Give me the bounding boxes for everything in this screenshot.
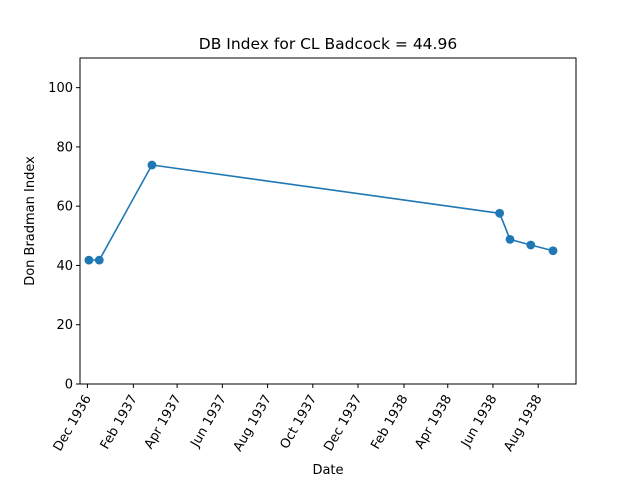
data-point bbox=[84, 255, 94, 265]
series-layer bbox=[84, 160, 558, 265]
chart-title: DB Index for CL Badcock = 44.96 bbox=[199, 35, 457, 53]
data-point bbox=[495, 208, 505, 218]
data-point bbox=[505, 234, 515, 244]
x-axis-label: Date bbox=[312, 463, 343, 478]
data-point bbox=[147, 160, 157, 170]
y-tick-label: 80 bbox=[56, 140, 73, 155]
plot-area-frame bbox=[79, 57, 577, 385]
y-axis-ticks: 0 20 40 60 80 100 bbox=[48, 81, 80, 393]
data-point bbox=[526, 240, 536, 250]
y-tick-label: 0 bbox=[65, 378, 73, 393]
y-tick-label: 100 bbox=[48, 81, 73, 96]
data-point bbox=[548, 246, 558, 256]
y-tick-label: 60 bbox=[56, 200, 73, 215]
data-point bbox=[94, 255, 104, 265]
y-tick-label: 40 bbox=[56, 259, 73, 274]
y-axis-label: Don Bradman Index bbox=[23, 156, 38, 286]
y-tick-label: 20 bbox=[56, 318, 73, 333]
